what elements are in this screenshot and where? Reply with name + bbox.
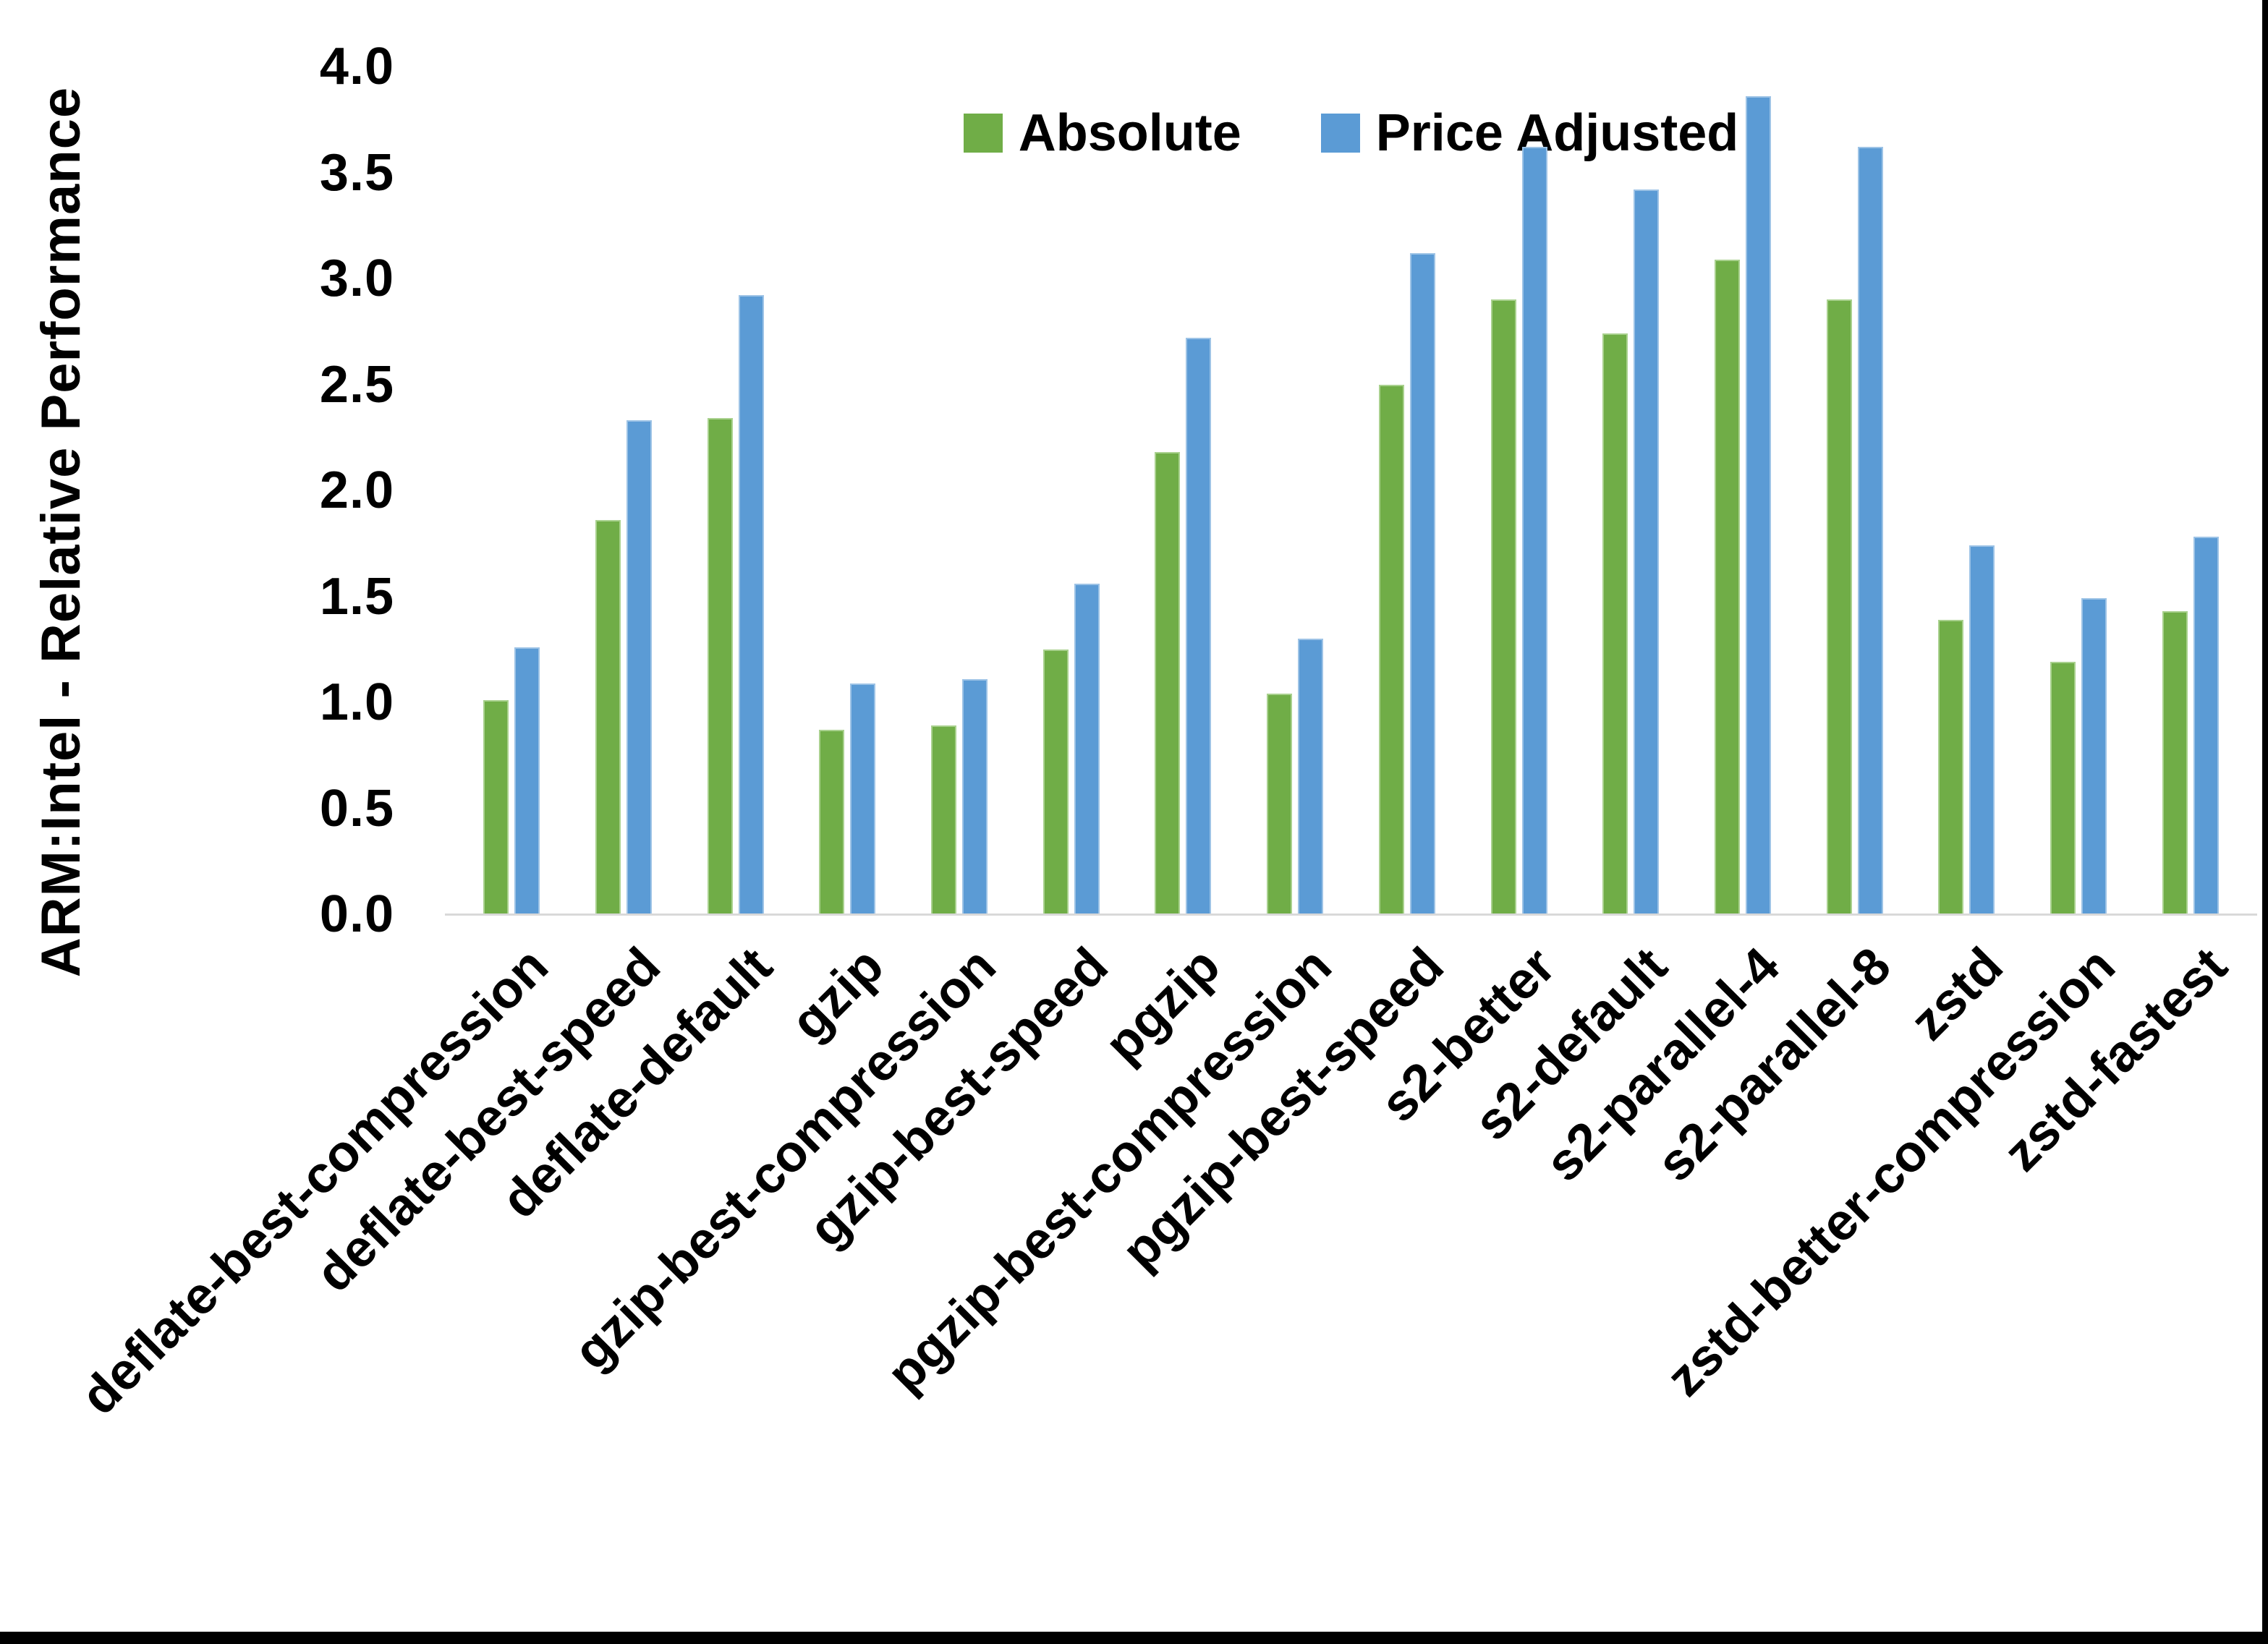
bar-price-adjusted-zstd-better-compression: [2081, 598, 2107, 914]
y-axis-tick-label: 2.0: [319, 461, 394, 519]
legend-item-absolute: Absolute: [963, 104, 1241, 162]
plot-area: [456, 67, 2246, 914]
bar-absolute-s2-default: [1602, 333, 1628, 914]
bar-price-adjusted-deflate-default: [738, 295, 764, 914]
bar-absolute-s2-parallel-8: [1826, 299, 1852, 914]
bar-price-adjusted-pgzip: [1186, 338, 1212, 914]
screenshot-bottom-border: [0, 1632, 2268, 1644]
x-axis-line: [445, 913, 2257, 916]
bar-price-adjusted-deflate-best-compression: [514, 647, 540, 914]
y-axis-tick-label: 2.5: [319, 355, 394, 414]
bar-absolute-pgzip: [1155, 452, 1181, 914]
y-axis-title: ARM:Intel - Relative Performance: [18, 0, 105, 1063]
legend: Absolute Price Adjusted: [456, 93, 2246, 174]
bar-price-adjusted-pgzip-best-speed: [1409, 252, 1435, 914]
bar-price-adjusted-gzip-best-compression: [962, 678, 988, 914]
bar-price-adjusted-s2-parallel-8: [1857, 147, 1883, 914]
bar-price-adjusted-zstd-fastest: [2193, 537, 2219, 914]
y-axis-title-text: ARM:Intel - Relative Performance: [30, 86, 93, 977]
bar-absolute-deflate-best-speed: [595, 520, 621, 914]
bar-absolute-gzip: [819, 730, 845, 914]
bar-absolute-gzip-best-compression: [931, 725, 957, 914]
bar-absolute-gzip-best-speed: [1042, 649, 1069, 914]
bar-absolute-pgzip-best-speed: [1378, 384, 1404, 914]
y-axis-tick-label: 3.5: [319, 143, 394, 202]
x-axis-label-deflate-best-compression: deflate-best-compression: [69, 937, 560, 1426]
bar-price-adjusted-s2-default: [1634, 189, 1660, 914]
y-axis-tick-label: 0.5: [319, 779, 394, 838]
bar-absolute-deflate-best-compression: [483, 700, 509, 914]
y-axis-tick-label: 4.0: [319, 38, 394, 95]
bar-absolute-pgzip-best-compression: [1267, 694, 1293, 914]
screenshot-right-border: [2262, 0, 2268, 1644]
legend-swatch-price-adjusted: [1320, 114, 1360, 153]
legend-swatch-absolute: [963, 114, 1003, 153]
bar-absolute-zstd: [1938, 619, 1964, 914]
bar-absolute-s2-better: [1490, 299, 1516, 914]
bar-price-adjusted-s2-parallel-4: [1745, 96, 1771, 914]
bar-absolute-zstd-better-compression: [2050, 662, 2076, 914]
y-axis-tick-label: 3.0: [319, 250, 394, 307]
bar-absolute-zstd-fastest: [2162, 611, 2188, 914]
y-axis-tick-label: 0.0: [319, 885, 394, 943]
bar-price-adjusted-zstd: [1969, 545, 1995, 914]
bar-price-adjusted-deflate-best-speed: [627, 420, 653, 914]
y-axis-tick-label: 1.5: [319, 567, 394, 626]
bar-price-adjusted-s2-better: [1521, 147, 1547, 914]
bar-price-adjusted-pgzip-best-compression: [1298, 639, 1324, 914]
bar-price-adjusted-gzip-best-speed: [1074, 583, 1100, 914]
legend-item-price-adjusted: Price Adjusted: [1320, 104, 1739, 162]
y-axis-tick-label: 1.0: [319, 673, 394, 731]
bar-absolute-s2-parallel-4: [1714, 259, 1740, 914]
bar-price-adjusted-gzip: [850, 683, 876, 914]
legend-label-price-adjusted: Price Adjusted: [1375, 104, 1739, 162]
bar-absolute-deflate-default: [707, 418, 733, 914]
legend-label-absolute: Absolute: [1018, 104, 1241, 162]
